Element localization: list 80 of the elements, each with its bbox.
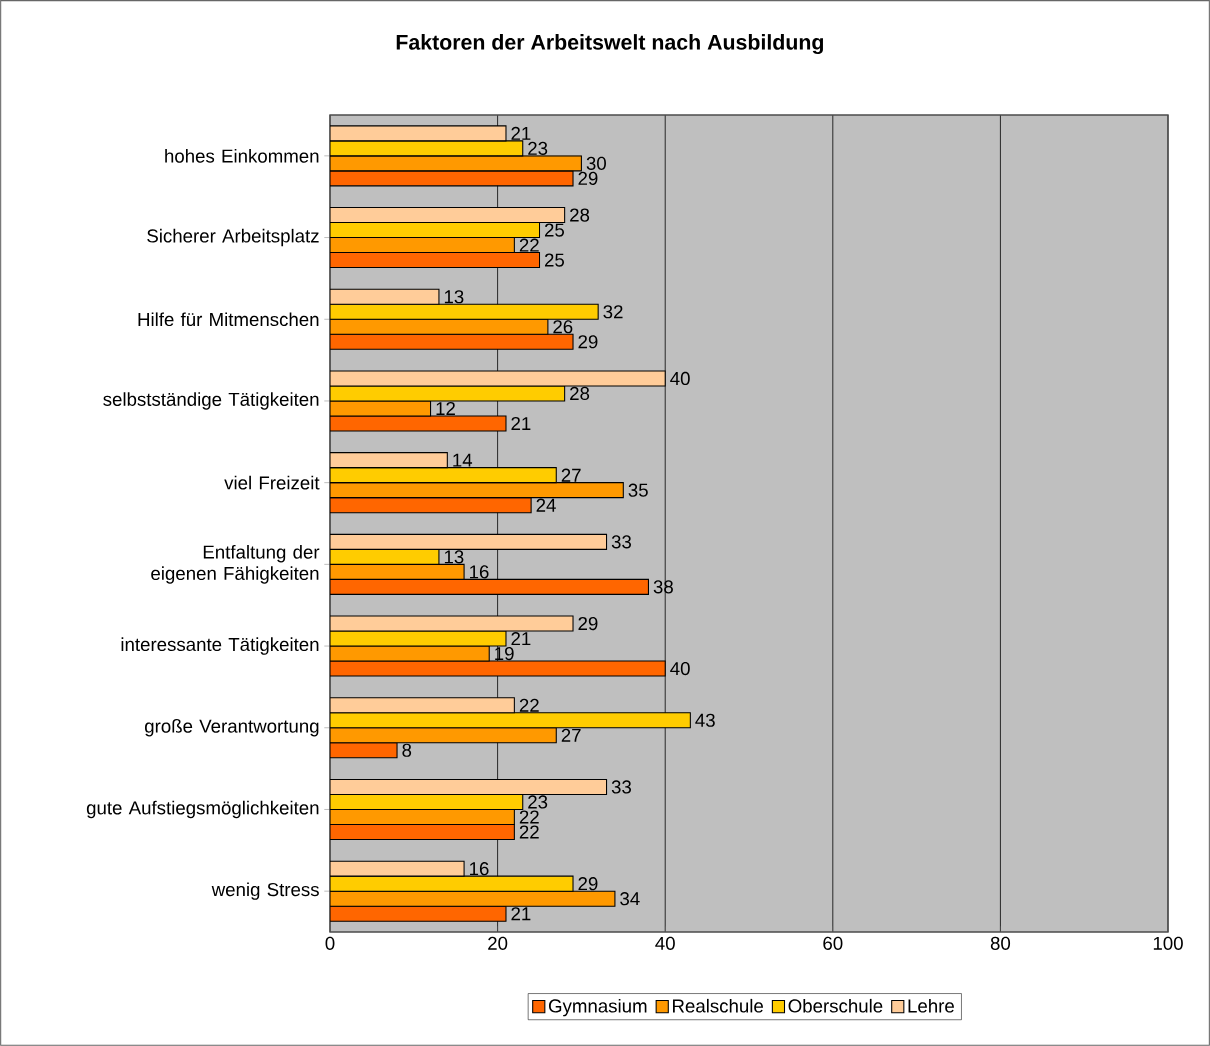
bar	[330, 288, 440, 305]
y-tick-label: viel Freizeit	[224, 475, 320, 490]
data-label: 21	[511, 907, 531, 921]
bar	[330, 875, 574, 892]
x-tick-label: 100	[1153, 936, 1183, 950]
data-label: 24	[536, 498, 556, 512]
data-label: 33	[611, 780, 632, 794]
bar	[330, 563, 465, 580]
legend-label: Realschule	[673, 998, 763, 1013]
data-label: 26	[553, 320, 573, 334]
data-label: 23	[528, 141, 548, 155]
bar	[330, 482, 624, 499]
data-label: 34	[620, 892, 640, 906]
data-label: 22	[519, 698, 539, 712]
data-label: 29	[578, 335, 598, 349]
y-tick-label: interessante Tätigkeiten	[121, 637, 319, 655]
legend-label: Lehre	[908, 998, 954, 1013]
y-tick-label: wenig Stress	[211, 882, 319, 900]
y-tick-label: Entfaltung der eigenen Fähigkeiten	[151, 544, 320, 584]
y-tick-label: gute Aufstiegsmöglichkeiten	[86, 800, 319, 819]
data-label: 16	[470, 565, 489, 579]
data-label: 29	[578, 171, 598, 185]
x-tick-label: 0	[325, 936, 335, 950]
data-label: 21	[511, 632, 531, 646]
bar	[330, 808, 515, 825]
bar	[330, 860, 465, 877]
data-label: 13	[444, 550, 464, 564]
bar	[330, 890, 616, 907]
bar	[330, 533, 608, 550]
bar	[330, 712, 691, 729]
data-label: 25	[544, 223, 565, 237]
chart-title: Faktoren der Arbeitswelt nach Ausbildung	[396, 34, 824, 55]
data-label: 12	[436, 401, 455, 415]
data-label: 22	[519, 825, 539, 839]
data-label: 8	[402, 743, 412, 757]
y-tick-label: selbstständige Tätigkeiten	[103, 392, 319, 410]
bar	[330, 237, 515, 254]
data-label: 27	[561, 728, 581, 742]
data-label: 21	[511, 416, 531, 430]
bar	[330, 697, 515, 714]
legend-label: Oberschule	[788, 998, 883, 1013]
data-label: 25	[544, 253, 565, 267]
y-tick-label: Sicherer Arbeitsplatz	[147, 228, 319, 247]
bar	[330, 207, 566, 224]
data-label: 30	[586, 156, 606, 170]
data-label: 23	[528, 795, 548, 809]
data-label: 28	[570, 386, 590, 401]
data-label: 14	[453, 453, 473, 467]
data-label: 13	[444, 290, 464, 304]
data-label: 35	[628, 483, 648, 497]
bar	[330, 467, 557, 484]
y-tick-label: Hilfe für Mitmenschen	[138, 312, 319, 327]
data-label: 33	[611, 535, 632, 549]
bar	[330, 793, 524, 810]
data-label: 16	[470, 862, 489, 876]
x-tick-label: 60	[823, 936, 843, 950]
bar	[330, 452, 448, 469]
data-label: 22	[519, 810, 539, 824]
y-tick-label: große Verantwortung	[145, 719, 319, 737]
data-label: 27	[561, 468, 581, 482]
data-label: 40	[670, 661, 690, 676]
data-label: 29	[578, 616, 598, 631]
bar	[330, 778, 608, 795]
data-label: 43	[695, 713, 715, 727]
data-label: 28	[570, 208, 590, 222]
bar	[330, 222, 541, 239]
bar	[330, 318, 549, 335]
x-tick-label: 20	[488, 936, 508, 950]
y-tick-label: hohes Einkommen	[165, 149, 319, 163]
bar	[330, 548, 440, 565]
bar	[330, 303, 599, 320]
legend-label: Gymnasium	[548, 998, 647, 1017]
data-label: 22	[519, 238, 539, 252]
x-tick-label: 40	[655, 936, 675, 950]
data-label: 29	[578, 877, 598, 891]
data-label: 40	[670, 371, 690, 386]
data-label: 32	[603, 305, 623, 319]
data-label: 21	[511, 126, 531, 140]
x-tick-label: 80	[990, 936, 1011, 950]
bar	[330, 727, 557, 744]
